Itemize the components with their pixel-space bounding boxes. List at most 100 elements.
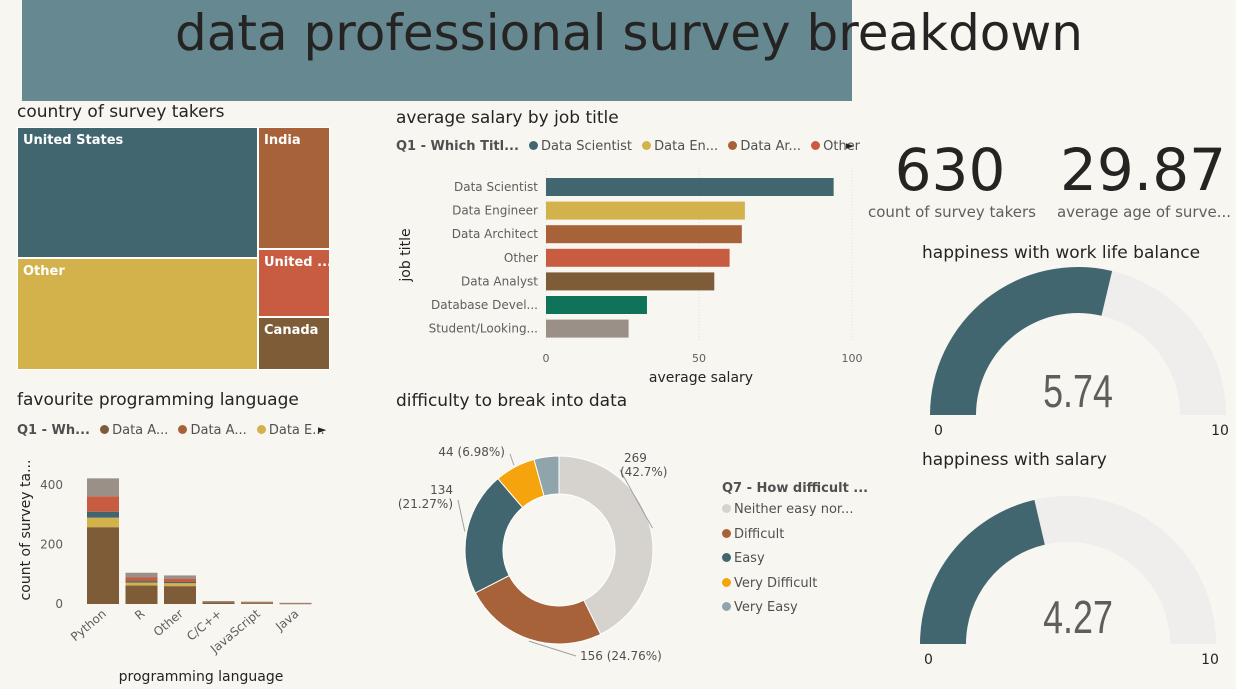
y-tick-label: Other [504, 251, 538, 265]
legend-swatch [256, 425, 266, 434]
salary-gauge-value: 4.27 [1043, 591, 1113, 643]
legend-item-data-scientist[interactable]: Data Scientist [523, 139, 632, 154]
bar-segment-r [125, 585, 158, 604]
y-tick-label: Database Devel... [431, 298, 538, 312]
gauge-max-label: 10 [1201, 652, 1219, 668]
bar-segment-other [164, 583, 196, 587]
bar-data-engineer [546, 201, 745, 220]
treemap-title: country of survey takers [17, 102, 225, 122]
donut-chart-title: difficulty to break into data [396, 391, 628, 411]
country-treemap[interactable]: United States Other India United ... Can… [17, 127, 330, 370]
legend-label: Easy [734, 551, 765, 566]
donut-data-label: 134 (21.27%) [398, 483, 453, 511]
language-legend-title: Q1 - Wh... [17, 423, 90, 438]
y-tick-label: Data Engineer [452, 204, 538, 218]
salary-gauge-title: happiness with salary [922, 450, 1107, 470]
legend-label: Data A... [190, 423, 247, 438]
treemap-cell-canada[interactable]: Canada [258, 317, 330, 370]
legend-item-difficult[interactable]: Difficult [722, 527, 868, 552]
legend-label: Data A... [112, 423, 169, 438]
y-tick-label: 400 [40, 478, 63, 492]
legend-label: Very Difficult [734, 575, 818, 591]
x-tick-label: Java [272, 607, 301, 635]
language-legend: Q1 - Wh... Data A... Data A... Data E... [17, 423, 325, 438]
treemap-cell-united-kingdom[interactable]: United ... [258, 249, 330, 317]
bar-segment-other [164, 578, 196, 582]
age-card-label: average age of surve... [1056, 203, 1231, 221]
legend-item-data-engineer[interactable]: Data E... [251, 423, 325, 438]
donut-legend: Q7 - How difficult ... Neither easy nor.… [722, 481, 868, 625]
gauge-min-label: 0 [934, 423, 943, 439]
legend-swatch [728, 141, 738, 150]
language-chart-title: favourite programming language [17, 390, 299, 410]
leader-line [457, 499, 466, 532]
leader-line [528, 640, 577, 657]
salary-gauge: 0 10 [920, 496, 1219, 668]
x-tick-label: R [132, 607, 147, 623]
donut-data-label: 156 (24.76%) [580, 649, 662, 663]
x-tick-label: 50 [692, 352, 706, 365]
legend-label: Data En... [654, 139, 719, 154]
treemap-cell-other[interactable]: Other [17, 258, 258, 370]
legend-item-data-engineer[interactable]: Data En... [636, 139, 718, 154]
leader-line [509, 453, 515, 466]
legend-item-other[interactable]: Other [805, 139, 860, 154]
donut-slice-difficult [474, 574, 602, 645]
x-axis-label: programming language [119, 669, 284, 685]
gauge-max-label: 10 [1211, 423, 1229, 439]
bar-segment-java [279, 602, 312, 604]
bar-data-analyst [546, 272, 715, 291]
y-tick-label: 0 [55, 597, 63, 611]
bar-segment-other [164, 586, 196, 604]
y-axis-label: count of survey ta... [18, 460, 34, 601]
page-title: data professional survey breakdown [175, 4, 1083, 62]
language-legend-next-arrow[interactable]: ► [318, 423, 327, 436]
bar-segment-python [87, 517, 119, 528]
gauge-min-label: 0 [924, 652, 933, 668]
legend-swatch [529, 141, 539, 150]
y-tick-label: Data Scientist [454, 180, 538, 194]
y-tick-label: 200 [40, 537, 63, 551]
gauge-fill [930, 267, 1113, 415]
legend-swatch [722, 602, 731, 611]
leader-line [619, 469, 653, 529]
legend-item-neither[interactable]: Neither easy nor... [722, 502, 868, 527]
legend-item-very-easy[interactable]: Very Easy [722, 600, 868, 625]
legend-label: Other [823, 139, 861, 154]
donut-slice-neither-easy-nor- [558, 455, 654, 635]
donut-legend-title: Q7 - How difficult ... [722, 481, 869, 496]
title-banner [22, 0, 852, 101]
legend-item-data-analyst[interactable]: Data A... [94, 423, 168, 438]
bar-segment-javascript [241, 602, 273, 604]
legend-label: Data Scientist [541, 139, 633, 154]
salary-chart-title: average salary by job title [396, 108, 619, 128]
treemap-cell-united-states[interactable]: United States [17, 127, 258, 258]
legend-item-data-architect[interactable]: Data A... [172, 423, 247, 438]
legend-item-data-architect[interactable]: Data Ar... [722, 139, 801, 154]
y-tick-label: Data Architect [452, 227, 539, 241]
bar-student-looking- [546, 319, 629, 338]
work-life-gauge: 0 10 [930, 267, 1229, 439]
gauge-fill [920, 499, 1045, 644]
legend-item-very-difficult[interactable]: Very Difficult [722, 576, 868, 601]
legend-swatch [722, 577, 731, 587]
legend-label: Data E... [268, 423, 325, 438]
work-life-gauge-title: happiness with work life balance [922, 243, 1201, 263]
x-axis-label: average salary [649, 370, 753, 386]
count-card-label: count of survey takers [868, 203, 1036, 221]
difficulty-donut-chart: 269 (42.7%) 156 (24.76%) 134 (21.27%) 44 (6.9… [398, 445, 668, 663]
bar-segment-python [87, 527, 119, 604]
legend-label: Very Easy [734, 600, 798, 615]
treemap-cell-india[interactable]: India [258, 127, 330, 249]
bar-segment-r [125, 581, 158, 583]
bar-segment-cc++ [202, 601, 235, 602]
salary-legend-next-arrow[interactable]: ► [846, 139, 855, 152]
legend-item-easy[interactable]: Easy [722, 551, 868, 576]
legend-label: Data Ar... [740, 139, 801, 154]
salary-legend: Q1 - Which Titl... Data Scientist Data E… [396, 139, 860, 154]
donut-slice-very-easy [533, 455, 560, 497]
donut-data-label: 269 (42.7%) [620, 451, 667, 479]
bar-segment-r [125, 582, 158, 586]
x-tick-label: Other [151, 607, 186, 640]
